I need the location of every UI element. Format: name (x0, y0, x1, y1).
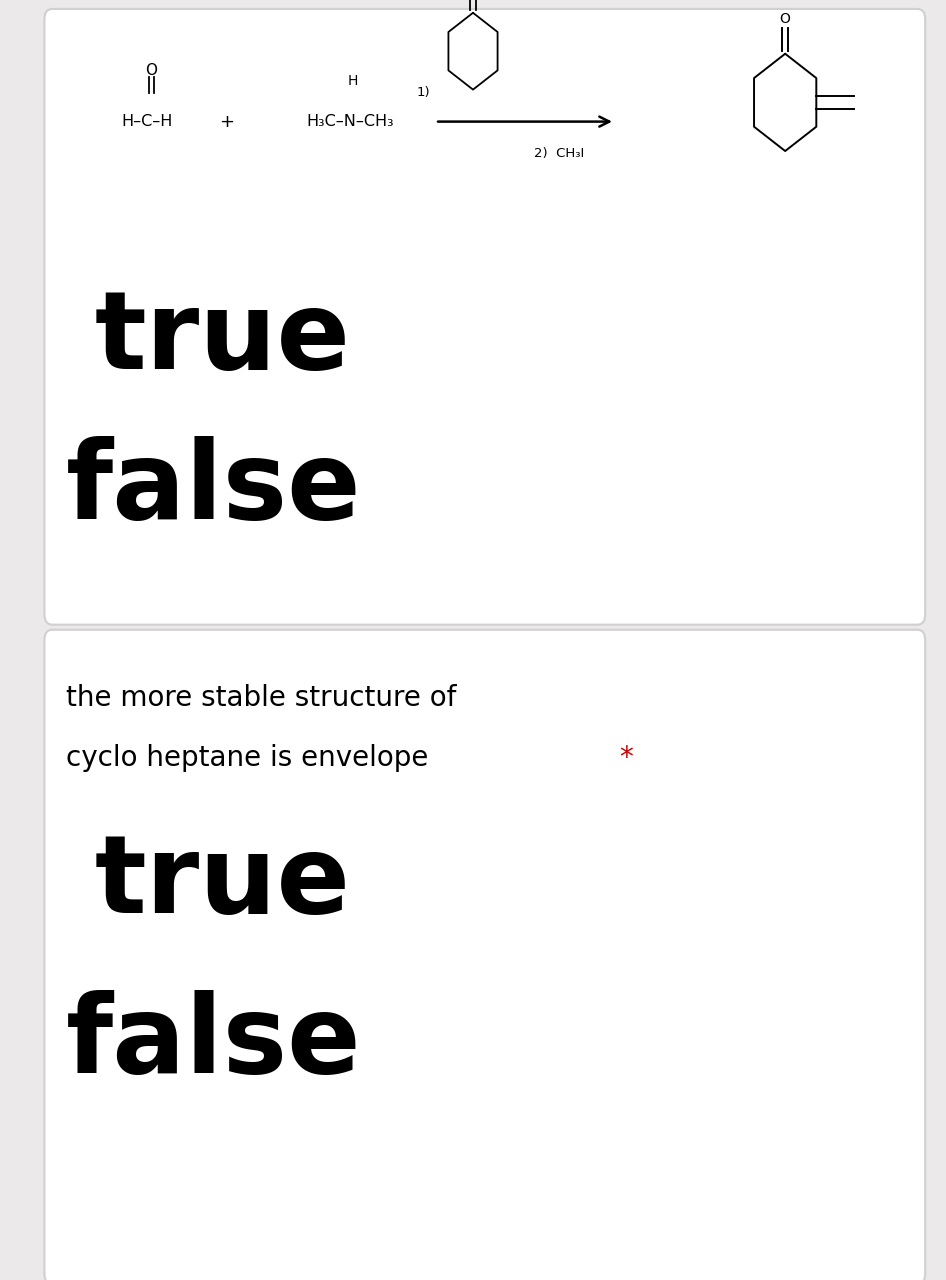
Text: true: true (95, 831, 351, 936)
Text: H: H (348, 74, 358, 88)
FancyBboxPatch shape (44, 9, 925, 625)
Text: *: * (620, 744, 634, 772)
Text: the more stable structure of: the more stable structure of (66, 684, 457, 712)
Text: 2)  CH₃I: 2) CH₃I (534, 147, 585, 160)
Text: +: + (219, 113, 235, 131)
Text: O: O (146, 63, 157, 78)
Text: true: true (95, 287, 351, 392)
Text: O: O (780, 12, 791, 26)
Text: H₃C–N–CH₃: H₃C–N–CH₃ (307, 114, 394, 129)
Text: H–C–H: H–C–H (121, 114, 172, 129)
FancyBboxPatch shape (44, 630, 925, 1280)
Text: cyclo heptane is envelope: cyclo heptane is envelope (66, 744, 437, 772)
Text: 1): 1) (417, 86, 430, 99)
Text: false: false (66, 436, 361, 541)
Text: false: false (66, 991, 361, 1096)
